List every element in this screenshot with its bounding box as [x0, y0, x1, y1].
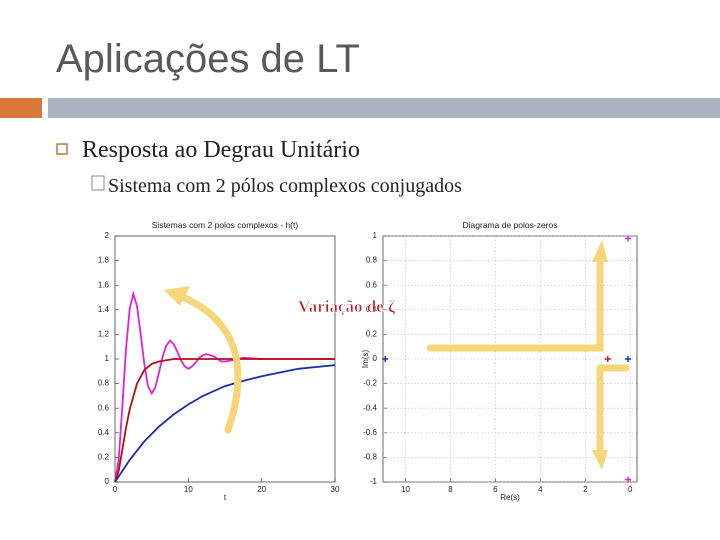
series-line	[114, 358, 335, 483]
bullet-text: Resposta ao Degrau Unitário	[82, 137, 360, 163]
pole-marker	[604, 356, 611, 362]
pole-marker	[382, 356, 389, 362]
arrow-head	[164, 286, 190, 306]
x-axis-label: Re(s)	[500, 493, 520, 502]
bullet-icon	[56, 143, 68, 155]
accent-bar	[0, 98, 42, 118]
pole-marker	[625, 235, 632, 242]
arrow-head	[592, 240, 608, 262]
x-tick-label: 2	[583, 485, 588, 494]
annotation: Variação de ζ	[298, 297, 396, 316]
y-tick-label: -0.4	[363, 403, 377, 412]
x-tick-label: 10	[184, 485, 193, 494]
x-tick-label: 0	[113, 485, 118, 494]
header-bar	[48, 98, 720, 118]
x-tick-label: 0	[628, 485, 633, 494]
y-tick-label: 0.8	[98, 379, 110, 388]
y-tick-label: -1	[370, 477, 378, 486]
x-tick-label: 20	[257, 485, 266, 494]
sub-bullet-text: Sistema com 2 pólos complexos conjugados	[108, 175, 462, 197]
y-tick-label: 0.2	[366, 330, 378, 339]
y-tick-label: 1	[105, 354, 110, 363]
y-tick-label: 1.6	[98, 280, 110, 289]
x-axis-label: t	[224, 493, 227, 502]
arrows	[176, 258, 630, 454]
y-tick-label: 0.4	[98, 428, 110, 437]
y-tick-label: 0	[373, 354, 378, 363]
curved-arrow	[176, 292, 242, 434]
series-line	[114, 364, 336, 483]
y-tick-label: 0.6	[98, 403, 110, 412]
y-tick-label: 0.4	[366, 305, 378, 314]
y-tick-label: -0.2	[363, 379, 377, 388]
chart-title: Sistemas com 2 polos complexos - h(t)	[152, 220, 299, 230]
x-tick-label: 6	[493, 485, 498, 494]
y-tick-label: 0.2	[98, 453, 110, 462]
arrow-head	[592, 450, 608, 470]
slide-title: Aplicações de LT	[56, 37, 360, 81]
y-tick-label: 2	[105, 231, 110, 240]
arrow-up	[426, 258, 604, 352]
chart-title: Diagrama de polos-zeros	[463, 220, 558, 230]
y-tick-label: 1.4	[98, 305, 110, 314]
y-axis-label: Im(s)	[361, 350, 370, 369]
y-tick-label: 0.8	[366, 256, 378, 265]
series-line	[114, 290, 335, 483]
y-tick-label: 1	[373, 231, 378, 240]
charts: Sistemas com 2 polos complexos - h(t)t00…	[98, 220, 638, 502]
y-tick-label: 0.6	[366, 280, 378, 289]
sub-bullet-icon	[91, 175, 105, 191]
x-tick-label: 8	[448, 485, 453, 494]
y-tick-label: 1.2	[98, 330, 110, 339]
arrow-down	[596, 364, 630, 454]
y-tick-label: 1.8	[98, 256, 110, 265]
x-tick-label: 30	[331, 485, 340, 494]
pole-marker	[625, 476, 632, 483]
pole-marker	[625, 356, 632, 362]
x-tick-label: 4	[538, 485, 543, 494]
y-tick-label: -0.8	[363, 453, 377, 462]
x-tick-label: 10	[401, 485, 410, 494]
y-tick-label: -0.6	[363, 428, 377, 437]
y-tick-label: 0	[105, 477, 110, 486]
